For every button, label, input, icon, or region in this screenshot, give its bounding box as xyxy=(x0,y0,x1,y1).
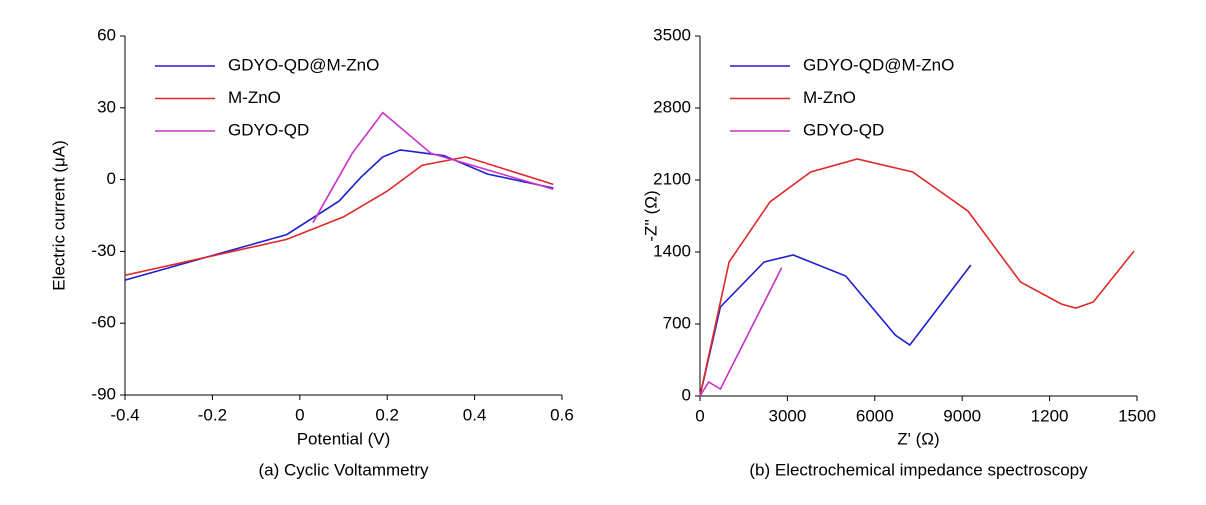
series-line xyxy=(124,156,554,277)
y-tick-label: 0 xyxy=(682,385,691,404)
x-tick-label: -0.4 xyxy=(110,405,139,424)
y-tick-label: 2100 xyxy=(653,169,691,188)
x-tick-label: 1200 xyxy=(1031,406,1069,425)
y-tick-label: 1400 xyxy=(653,241,691,260)
x-tick-label: 1500 xyxy=(1118,406,1156,425)
series-line xyxy=(699,158,1135,397)
y-tick-label: 2800 xyxy=(653,97,691,116)
x-axis-title: Z' (Ω) xyxy=(897,429,939,448)
x-tick-label: 0 xyxy=(695,406,704,425)
series-line xyxy=(699,254,972,397)
x-tick-label: 0 xyxy=(295,405,304,424)
y-tick-label: 30 xyxy=(97,97,116,116)
series-line xyxy=(699,267,783,397)
y-tick-label: 700 xyxy=(663,313,691,332)
legend-label: M-ZnO xyxy=(228,88,281,107)
y-tick-label: -90 xyxy=(91,384,116,403)
y-tick-label: 60 xyxy=(97,25,116,44)
legend-label: M-ZnO xyxy=(803,88,856,107)
legend-label: GDYO-QD@M-ZnO xyxy=(228,55,379,74)
series-line xyxy=(124,149,554,281)
y-axis-title: Electric current (μA) xyxy=(49,140,68,291)
x-tick-label: 6000 xyxy=(856,406,894,425)
series-line xyxy=(312,111,554,224)
caption: (a) Cyclic Voltammetry xyxy=(258,460,429,479)
legend-label: GDYO-QD xyxy=(228,120,309,139)
caption: (b) Electrochemical impedance spectrosco… xyxy=(749,460,1088,479)
x-axis-title: Potential (V) xyxy=(297,429,391,448)
y-tick-label: 0 xyxy=(107,169,116,188)
x-tick-label: 0.2 xyxy=(375,405,399,424)
x-tick-label: 9000 xyxy=(943,406,981,425)
x-tick-label: 3000 xyxy=(768,406,806,425)
y-tick-label: 3500 xyxy=(653,25,691,44)
legend-label: GDYO-QD xyxy=(803,120,884,139)
x-tick-label: 0.6 xyxy=(550,405,574,424)
y-axis-title: -Z'' (Ω) xyxy=(641,190,660,241)
y-tick-label: -30 xyxy=(91,241,116,260)
x-tick-label: 0.4 xyxy=(463,405,487,424)
x-tick-label: -0.2 xyxy=(198,405,227,424)
legend-label: GDYO-QD@M-ZnO xyxy=(803,55,954,74)
y-tick-label: -60 xyxy=(91,313,116,332)
